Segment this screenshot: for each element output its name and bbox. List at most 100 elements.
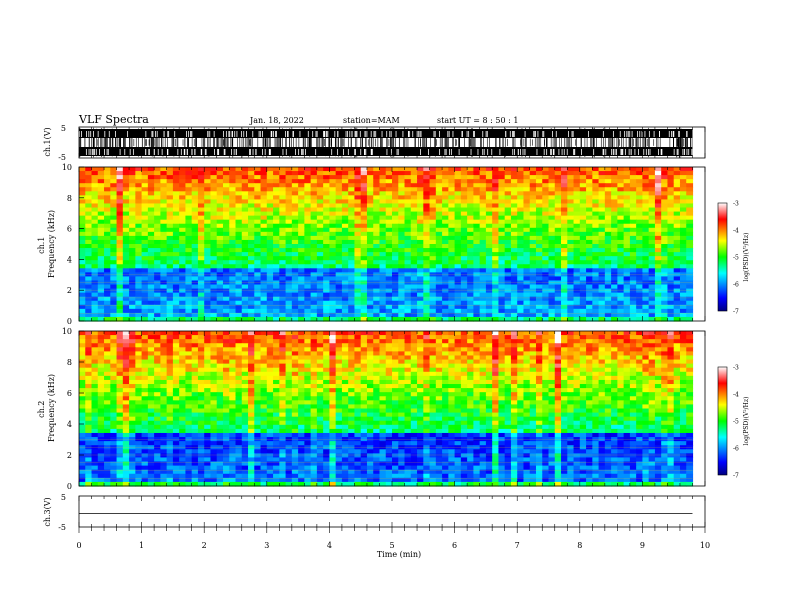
spectrogram-cell [611, 343, 618, 348]
spectrogram-cell [110, 252, 118, 257]
spectrogram-cell [611, 167, 618, 172]
spectrogram-cell [667, 175, 675, 180]
spectrogram-cell [460, 183, 468, 188]
spectrogram-cell [160, 207, 168, 213]
spectrogram-cell [354, 300, 362, 306]
spectrogram-cell [435, 171, 443, 176]
spectrogram-cell [348, 207, 356, 213]
spectrogram-cell [141, 167, 149, 172]
spectrogram-cell [542, 235, 550, 241]
spectrogram-cell [554, 239, 562, 245]
spectrogram-cell [160, 268, 168, 273]
spectrogram-cell [235, 195, 243, 201]
spectrogram-cell [222, 335, 230, 340]
spectrogram-cell [179, 223, 187, 229]
spectrogram-cell [366, 316, 374, 322]
spectrogram-cell [298, 316, 305, 322]
spectrogram-cell [129, 300, 136, 306]
spectrogram-cell [473, 215, 481, 221]
spectrogram-cell [329, 268, 337, 273]
spectrogram-cell [191, 235, 199, 241]
spectrogram-cell [529, 175, 537, 180]
spectrogram-cell [310, 171, 318, 176]
spectrogram-cell [523, 219, 531, 225]
spectrogram-cell [279, 223, 287, 229]
spectrogram-cell [579, 252, 587, 257]
spectrogram-cell [291, 175, 299, 180]
spectrogram-cell [141, 339, 149, 344]
spectrogram-cell [385, 179, 393, 184]
spectrogram-cell [385, 231, 393, 237]
spectrogram-cell [373, 304, 381, 310]
spectrogram-cell [160, 244, 168, 249]
spectrogram-cell [316, 171, 324, 176]
spectrogram-cell [291, 252, 299, 257]
spectrogram-cell [510, 203, 518, 209]
spectrogram-cell [222, 300, 230, 306]
spectrogram-cell [172, 339, 180, 344]
spectrogram-cell [586, 292, 593, 298]
spectrogram-cell [254, 203, 262, 209]
spectrogram-cell [191, 244, 199, 249]
spectrogram-cell [398, 312, 406, 318]
spectrogram-cell [104, 308, 111, 314]
spectrogram-cell [116, 347, 124, 352]
spectrogram-cell [79, 260, 86, 265]
spectrogram-cell [435, 167, 443, 172]
spectrogram-cell [179, 347, 187, 352]
spectrogram-cell [135, 195, 143, 201]
spectrogram-cell [517, 244, 525, 249]
spectrogram-cell [561, 284, 568, 290]
spectrogram-cell [586, 183, 593, 188]
spectrogram-cell [166, 199, 174, 205]
spectrogram-cell [579, 288, 587, 294]
spectrogram-cell [398, 211, 406, 217]
spectrogram-cell [160, 211, 168, 217]
spectrogram-cell [629, 276, 637, 282]
spectrogram-cell [529, 187, 537, 192]
spectrogram-cell [529, 288, 537, 294]
spectrogram-cell [673, 296, 681, 302]
spectrogram-cell [316, 268, 324, 273]
spectrogram-cell [310, 268, 318, 273]
spectrogram-cell [254, 207, 262, 213]
spectrogram-cell [392, 256, 399, 261]
spectrogram-cell [517, 308, 525, 314]
spectrogram-cell [260, 187, 268, 192]
spectrogram-cell [254, 179, 262, 184]
spectrogram-cell [661, 296, 669, 302]
spectrogram-cell [460, 316, 468, 322]
spectrogram-cell [335, 288, 343, 294]
spectrogram-cell [661, 268, 669, 273]
spectrogram-cell [529, 256, 537, 261]
spectrogram-cell [85, 195, 93, 201]
spectrogram-cell [335, 272, 343, 278]
spectrogram-cell [285, 272, 293, 278]
spectrogram-cell [116, 239, 124, 245]
spectrogram-cell [448, 268, 456, 273]
spectrogram-cell [661, 183, 669, 188]
spectrogram-cell [260, 347, 268, 352]
spectrogram-cell [216, 199, 224, 205]
spectrogram-cell [535, 227, 543, 233]
spectrogram-cell [329, 296, 337, 302]
spectrogram-cell [79, 339, 86, 344]
spectrogram-cell [316, 296, 324, 302]
spectrogram-cell [611, 308, 618, 314]
spectrogram-cell [273, 179, 280, 184]
spectrogram-cell [316, 300, 324, 306]
spectrogram-cell [285, 260, 293, 265]
spectrogram-cell [404, 211, 412, 217]
ch1-colorbar-tick: -6 [733, 282, 739, 289]
spectrogram-cell [279, 227, 287, 233]
spectrogram-cell [310, 175, 318, 180]
spectrogram-cell [529, 339, 537, 344]
spectrogram-cell [197, 316, 205, 322]
spectrogram-cell [160, 284, 168, 290]
spectrogram-cell [104, 211, 111, 217]
spectrogram-cell [654, 335, 662, 340]
spectrogram-cell [235, 292, 243, 298]
spectrogram-cell [586, 312, 593, 318]
spectrogram-cell [298, 187, 305, 192]
spectrogram-cell [235, 248, 243, 253]
